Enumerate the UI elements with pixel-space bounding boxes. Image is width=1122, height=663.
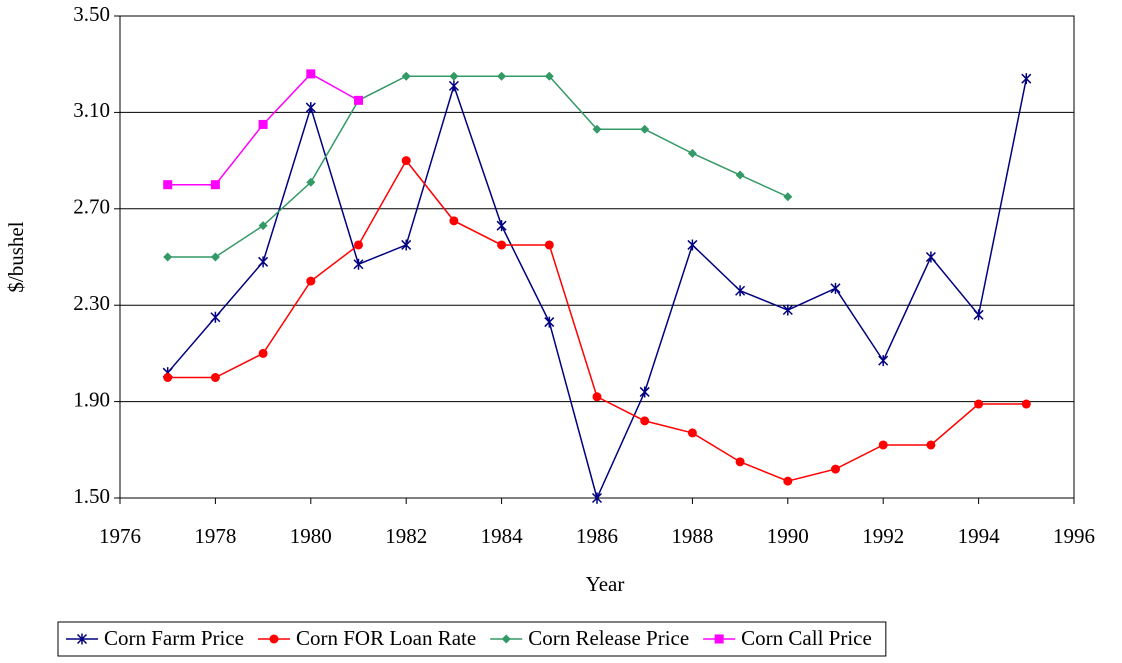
marker <box>449 216 459 226</box>
y-axis-title: $/bushel <box>4 221 28 292</box>
marker <box>1021 73 1032 85</box>
marker <box>269 634 279 644</box>
y-tick-label: 3.50 <box>73 2 110 26</box>
marker <box>501 634 511 644</box>
x-tick-label: 1992 <box>862 524 904 548</box>
marker <box>878 355 889 367</box>
marker <box>735 457 745 467</box>
y-tick-label: 3.10 <box>73 98 110 122</box>
marker <box>687 239 698 251</box>
marker <box>163 180 173 190</box>
series-line <box>167 78 1028 501</box>
marker <box>544 240 554 250</box>
marker <box>1021 399 1031 409</box>
marker <box>210 373 220 382</box>
x-tick-label: 1976 <box>99 524 141 548</box>
marker <box>496 220 507 232</box>
marker <box>306 276 316 286</box>
marker <box>497 71 507 81</box>
marker <box>926 440 936 450</box>
marker <box>974 399 984 409</box>
x-tick-label: 1984 <box>481 524 524 548</box>
marker <box>401 71 411 81</box>
marker <box>592 392 602 402</box>
marker <box>449 71 459 81</box>
marker <box>163 373 173 382</box>
x-tick-label: 1990 <box>767 524 809 548</box>
y-tick-label: 1.90 <box>73 387 110 411</box>
marker <box>783 192 793 202</box>
y-tick-label: 2.30 <box>73 291 110 315</box>
x-tick-label: 1978 <box>194 524 236 548</box>
marker <box>448 80 459 92</box>
marker <box>592 124 602 134</box>
marker <box>306 177 316 187</box>
marker <box>258 348 268 358</box>
marker <box>354 240 363 250</box>
marker <box>258 256 269 268</box>
marker <box>925 251 936 263</box>
marker <box>830 282 841 294</box>
marker <box>544 71 554 81</box>
marker <box>354 95 363 105</box>
marker <box>306 69 316 79</box>
x-tick-label: 1988 <box>671 524 713 548</box>
marker <box>782 304 793 316</box>
y-tick-label: 2.70 <box>73 195 110 219</box>
marker <box>401 239 412 251</box>
legend-label: Corn Call Price <box>741 626 872 650</box>
marker <box>973 309 984 321</box>
marker <box>735 285 746 297</box>
marker <box>687 148 697 158</box>
x-tick-label: 1980 <box>290 524 332 548</box>
legend-label: Corn Farm Price <box>104 626 244 650</box>
marker <box>878 440 888 450</box>
x-tick-label: 1994 <box>958 524 1001 548</box>
marker <box>305 102 316 114</box>
marker <box>783 476 793 486</box>
marker <box>401 156 411 166</box>
marker <box>210 180 220 190</box>
marker <box>258 221 268 231</box>
marker <box>544 316 555 328</box>
legend-label: Corn FOR Loan Rate <box>296 626 476 650</box>
x-tick-label: 1986 <box>576 524 618 548</box>
marker <box>735 170 745 180</box>
legend-box <box>57 621 887 657</box>
marker <box>640 124 650 134</box>
x-tick-label: 1996 <box>1053 524 1095 548</box>
marker <box>210 252 220 262</box>
marker <box>258 119 268 129</box>
marker <box>640 416 650 426</box>
marker <box>714 634 724 644</box>
marker <box>591 492 603 504</box>
marker <box>76 633 88 645</box>
marker <box>353 258 364 270</box>
legend-label: Corn Release Price <box>528 626 689 650</box>
y-tick-label: 1.50 <box>73 484 110 508</box>
x-axis-title: Year <box>586 572 625 596</box>
marker <box>210 311 221 323</box>
legend: Corn Farm Price Corn FOR Loan Rate Corn Re… <box>57 621 887 657</box>
marker <box>687 428 697 438</box>
series-line <box>167 75 789 258</box>
marker <box>639 386 650 398</box>
marker <box>163 252 173 262</box>
x-tick-label: 1982 <box>385 524 427 548</box>
marker <box>497 240 507 250</box>
marker <box>831 464 840 474</box>
